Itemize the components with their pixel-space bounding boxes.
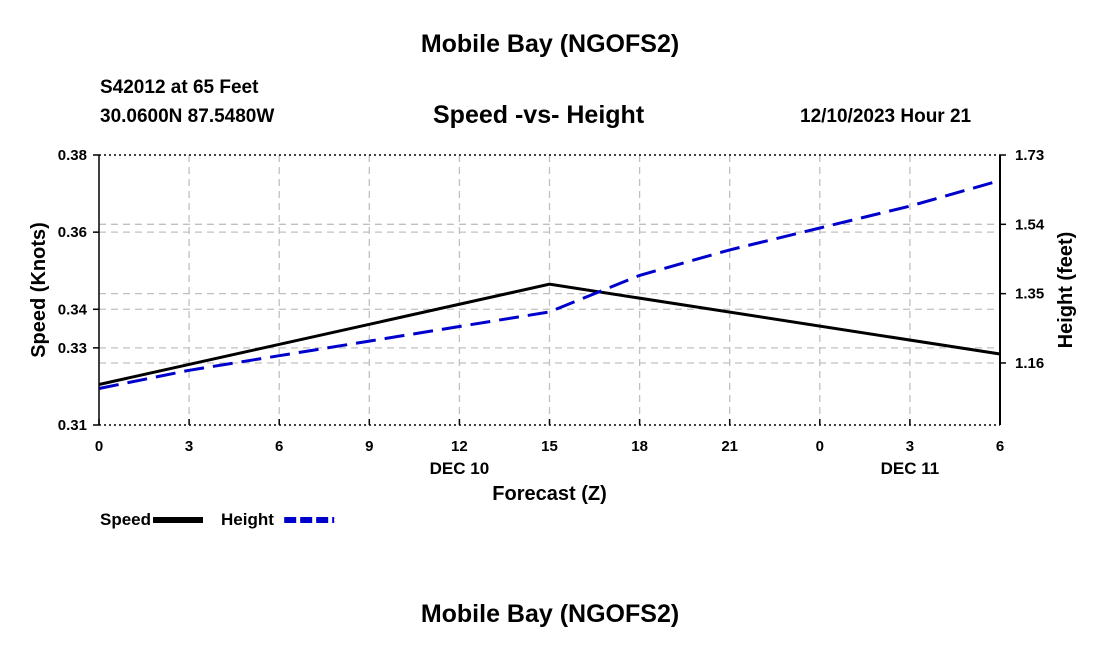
forecast-datetime: 12/10/2023 Hour 21	[800, 106, 972, 127]
height-series-line	[98, 179, 1001, 390]
legend: Speed Height	[100, 510, 335, 529]
x-date-label: DEC 11	[881, 459, 940, 478]
x-axis-title: Forecast (Z)	[492, 483, 606, 505]
y-tick-label: 0.38	[58, 147, 87, 164]
grid-lines	[99, 155, 1000, 425]
y-tick-label: 0.33	[58, 340, 87, 357]
x-tick-label: 3	[185, 438, 193, 455]
x-tick-label: 3	[906, 438, 914, 455]
x-tick-label: 18	[631, 438, 648, 455]
x-tick-label: 15	[541, 438, 558, 455]
x-tick-label: 6	[996, 438, 1004, 455]
legend-label-height: Height	[221, 510, 274, 529]
y-axis-title: Speed (Knots)	[28, 222, 50, 358]
footer-title: Mobile Bay (NGOFS2)	[420, 600, 680, 628]
y-tick-label: 0.34	[58, 301, 88, 318]
y2-tick-label: 1.54	[1015, 216, 1045, 233]
y2-tick-label: 1.73	[1015, 147, 1044, 164]
x-tick-label: 9	[365, 438, 373, 455]
chart-subtitle: Speed -vs- Height	[433, 101, 645, 129]
chart-title: Mobile Bay (NGOFS2)	[420, 30, 680, 58]
y2-tick-label: 1.35	[1015, 286, 1044, 303]
legend-label-speed: Speed	[100, 510, 151, 529]
y-tick-label: 0.36	[58, 224, 87, 241]
axes: 0 3 6 9 12 15 18 21 0 3 6 DEC 10 DEC 11 Forecast (Z) 0…	[28, 147, 1077, 505]
y2-tick-label: 1.16	[1015, 355, 1044, 372]
y-tick-label: 0.31	[58, 417, 87, 434]
y2-axis-title: Height (feet)	[1055, 232, 1077, 349]
x-tick-label: 0	[816, 438, 824, 455]
x-tick-label: 0	[95, 438, 103, 455]
x-tick-label: 21	[721, 438, 738, 455]
coordinates-label: 30.0600N 87.5480W	[100, 106, 275, 127]
station-label: S42012 at 65 Feet	[100, 77, 259, 98]
data-series	[98, 179, 1001, 390]
speed-series-line	[98, 282, 1001, 386]
x-tick-label: 12	[451, 438, 468, 455]
x-date-label: DEC 10	[430, 459, 490, 478]
x-tick-label: 6	[275, 438, 283, 455]
